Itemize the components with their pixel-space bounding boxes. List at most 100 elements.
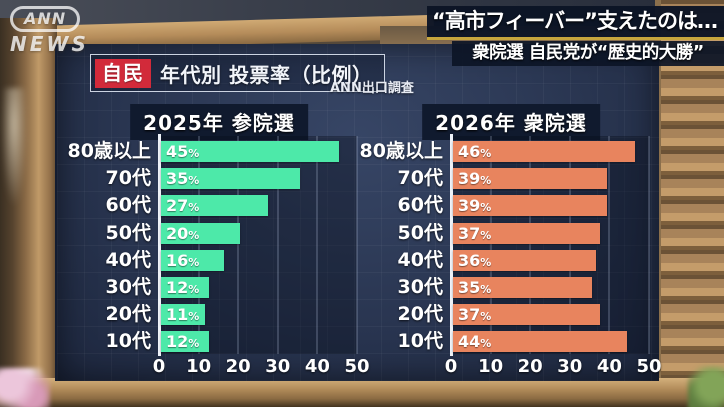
gridline-50 bbox=[648, 136, 650, 354]
category-label: 50代 bbox=[397, 221, 443, 244]
gridline-20 bbox=[237, 136, 240, 354]
category-label: 10代 bbox=[397, 330, 443, 353]
party-badge: 自民 bbox=[95, 58, 151, 88]
category-label: 40代 bbox=[397, 248, 443, 271]
value-label: 45% bbox=[166, 142, 200, 161]
bar-70代: 39% bbox=[453, 168, 608, 190]
y-axis-line bbox=[158, 134, 161, 356]
category-label: 20代 bbox=[105, 303, 151, 326]
value-label: 11% bbox=[166, 305, 200, 325]
percent-sign: % bbox=[480, 283, 492, 296]
headline-main: “高市フィーバー”支えたのは… bbox=[427, 6, 724, 40]
bar-rows: 80歳以上 45% 70代 35% 60代 27% 50代 20% 40代 16% 30代 12% 20… bbox=[59, 102, 361, 380]
x-tick-20: 20 bbox=[225, 356, 251, 377]
x-tick-50: 50 bbox=[636, 356, 662, 377]
value-label: 12% bbox=[166, 278, 200, 297]
bar-20代: 37% bbox=[453, 304, 600, 326]
chart-row: 30代 35% bbox=[351, 274, 653, 301]
chart-row: 80歳以上 45% bbox=[59, 138, 361, 165]
category-label: 30代 bbox=[397, 276, 443, 298]
chart-row: 40代 36% bbox=[351, 247, 653, 274]
bar-70代: 35% bbox=[161, 168, 300, 190]
value-label: 39% bbox=[458, 169, 492, 189]
bar-80歳以上: 46% bbox=[453, 141, 636, 162]
category-label: 40代 bbox=[105, 248, 151, 271]
gridline-40 bbox=[316, 136, 319, 354]
title-bar: 自民 年代別 投票率（比例） bbox=[90, 54, 386, 92]
chart-2025-sangiin: 2025年 参院選 80歳以上 45% 70代 35% 60代 27% 50代 20% 40代 1… bbox=[59, 102, 370, 380]
bar-rows: 80歳以上 46% 70代 39% 60代 39% 50代 37% 40代 36% 30代 35% 20… bbox=[351, 102, 653, 380]
ann-news-logo: ANN NEWS bbox=[10, 6, 89, 56]
x-tick-10: 10 bbox=[478, 356, 504, 377]
bar-20代: 11% bbox=[161, 304, 205, 326]
chart-row: 10代 44% bbox=[351, 328, 653, 355]
chart-row: 70代 35% bbox=[59, 165, 361, 192]
flowers-decoration bbox=[0, 368, 50, 407]
headline-sub: 衆院選 自民党が“歴史的大勝” bbox=[452, 41, 724, 66]
category-label: 60代 bbox=[397, 194, 443, 217]
category-label: 50代 bbox=[105, 221, 151, 244]
x-tick-0: 0 bbox=[444, 356, 458, 377]
chart-title: 2025年 参院選 bbox=[130, 104, 308, 140]
bar-10代: 44% bbox=[453, 331, 628, 353]
percent-sign: % bbox=[480, 147, 492, 160]
value-label: 46% bbox=[458, 142, 492, 161]
bar-50代: 20% bbox=[161, 222, 241, 244]
bar-60代: 27% bbox=[161, 195, 268, 217]
value-label: 27% bbox=[166, 196, 200, 216]
gridline-30 bbox=[276, 136, 279, 354]
window-light bbox=[1, 88, 27, 208]
percent-sign: % bbox=[188, 283, 200, 296]
left-wood-frame bbox=[0, 18, 57, 384]
value-label: 20% bbox=[166, 223, 200, 243]
percent-sign: % bbox=[188, 228, 200, 242]
chart-row: 30代 12% bbox=[59, 274, 361, 301]
category-label: 80歳以上 bbox=[359, 140, 443, 162]
value-label: 35% bbox=[458, 278, 492, 297]
value-label: 37% bbox=[458, 223, 492, 243]
value-label: 36% bbox=[458, 250, 492, 270]
bar-10代: 12% bbox=[161, 331, 209, 353]
category-label: 60代 bbox=[105, 194, 151, 217]
chart-row: 20代 11% bbox=[59, 301, 361, 328]
x-axis: 0 10 20 30 40 50 bbox=[351, 356, 662, 380]
x-tick-50: 50 bbox=[344, 356, 370, 377]
category-label: 80歳以上 bbox=[67, 140, 151, 162]
gridline-10 bbox=[489, 136, 492, 354]
category-label: 70代 bbox=[105, 167, 151, 190]
value-label: 35% bbox=[166, 169, 200, 189]
percent-sign: % bbox=[188, 147, 200, 160]
x-tick-10: 10 bbox=[186, 356, 212, 377]
percent-sign: % bbox=[480, 255, 492, 269]
percent-sign: % bbox=[480, 310, 492, 324]
value-label: 37% bbox=[458, 305, 492, 325]
chart-board: 自民 年代別 投票率（比例） ANN出口調査 2025年 参院選 80歳以上 45… bbox=[55, 44, 662, 381]
value-label: 44% bbox=[458, 332, 492, 352]
bar-60代: 39% bbox=[453, 195, 608, 217]
gridline-20 bbox=[529, 136, 532, 354]
bar-40代: 16% bbox=[161, 249, 225, 271]
page-title: 年代別 投票率（比例） bbox=[160, 62, 373, 87]
percent-sign: % bbox=[188, 255, 200, 269]
chart-row: 40代 16% bbox=[59, 247, 361, 274]
x-axis: 0 10 20 30 40 50 bbox=[59, 356, 370, 380]
bar-30代: 35% bbox=[453, 277, 592, 298]
foliage-decoration bbox=[688, 366, 724, 407]
chart-row: 80歳以上 46% bbox=[351, 138, 653, 165]
x-tick-20: 20 bbox=[517, 356, 543, 377]
y-axis-line bbox=[450, 134, 453, 356]
x-tick-40: 40 bbox=[304, 356, 330, 377]
gridline-10 bbox=[197, 136, 200, 354]
value-label: 39% bbox=[458, 196, 492, 216]
x-tick-30: 30 bbox=[557, 356, 583, 377]
bar-80歳以上: 45% bbox=[161, 141, 340, 162]
value-label: 16% bbox=[166, 250, 200, 270]
percent-sign: % bbox=[480, 174, 492, 188]
percent-sign: % bbox=[480, 228, 492, 242]
chart-row: 70代 39% bbox=[351, 165, 653, 192]
bottom-wood-frame bbox=[0, 378, 724, 407]
category-label: 70代 bbox=[397, 167, 443, 190]
percent-sign: % bbox=[188, 337, 200, 351]
source-label: ANN出口調査 bbox=[330, 81, 414, 96]
category-label: 20代 bbox=[397, 303, 443, 326]
